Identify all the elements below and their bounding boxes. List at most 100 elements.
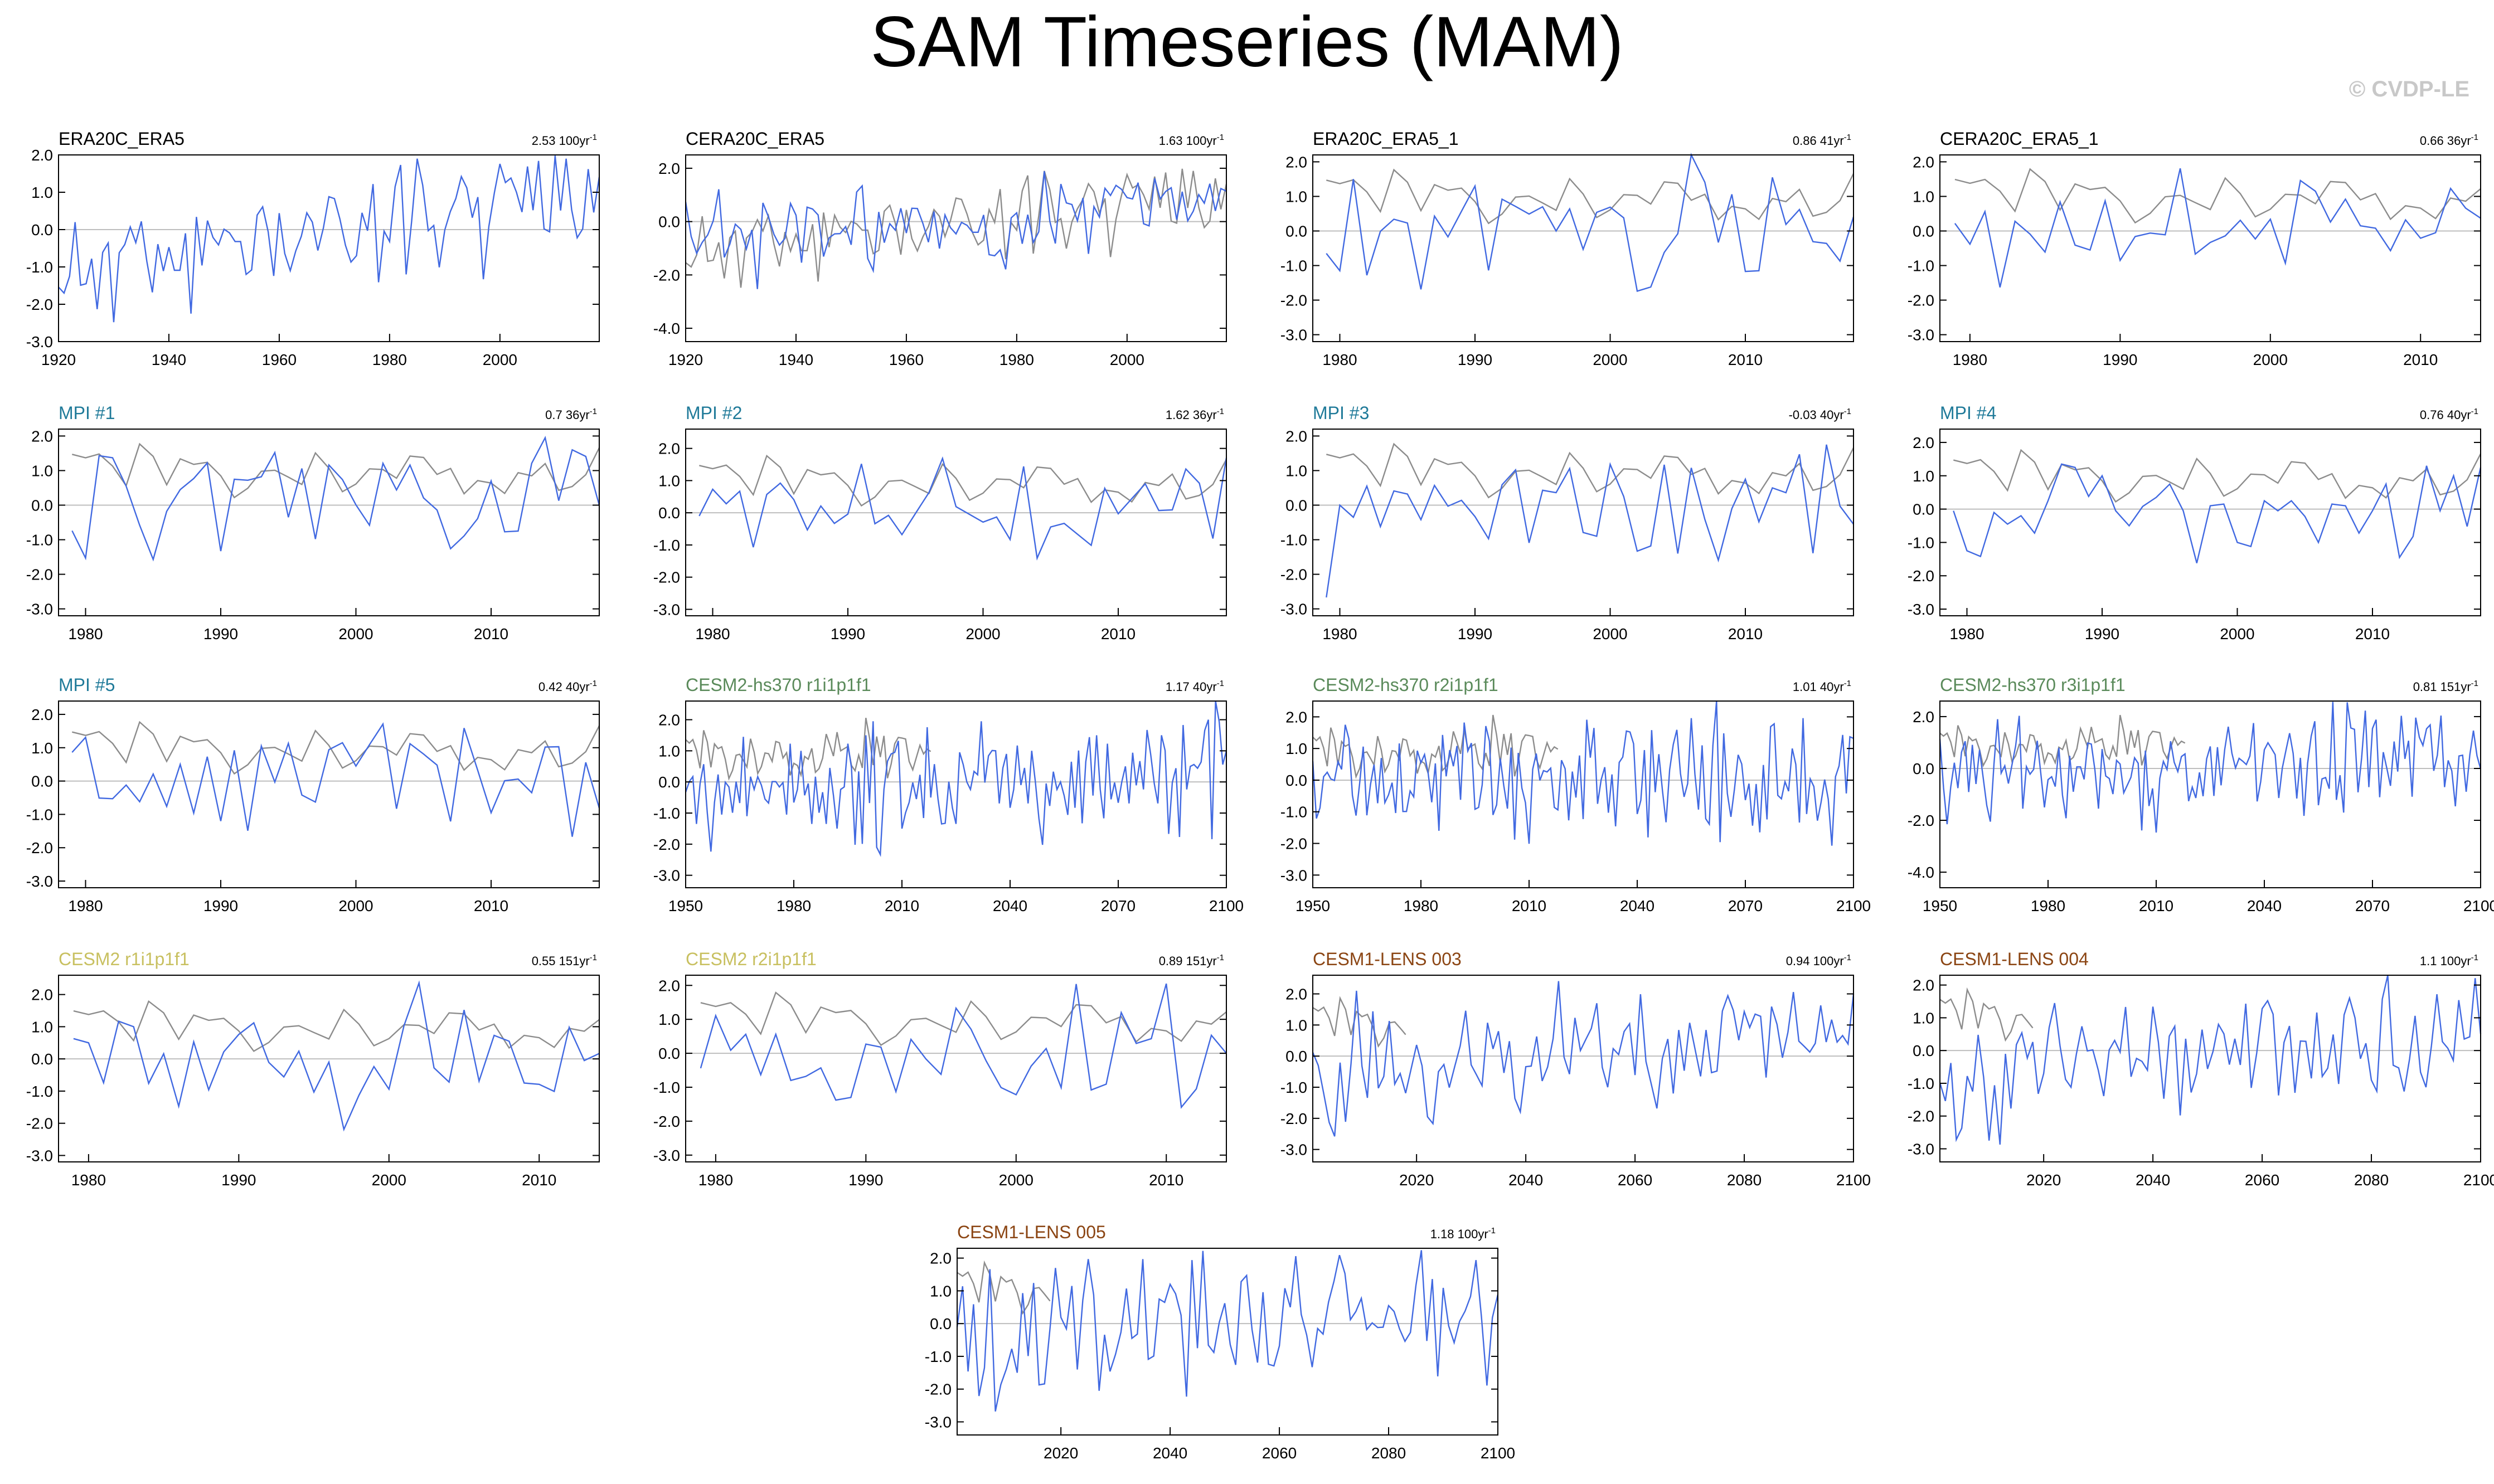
x-tick-label: 2010 — [1728, 625, 1763, 643]
x-tick-label: 1980 — [695, 625, 730, 643]
x-tick-label: 1980 — [1404, 897, 1438, 914]
model-series-line — [956, 1250, 1499, 1412]
y-tick-label: 1.0 — [1285, 740, 1307, 757]
obs-series-line — [957, 1260, 1051, 1315]
y-tick-label: 2.0 — [658, 977, 680, 994]
y-tick-label: -1.0 — [26, 1083, 53, 1100]
plot-frame — [1312, 700, 1854, 888]
x-tick-label: 1980 — [999, 351, 1034, 368]
model-series-line — [1312, 700, 1854, 846]
model-series-line — [698, 456, 1227, 561]
y-tick-label: -2.0 — [1280, 292, 1307, 309]
x-tick-label: 1990 — [2085, 625, 2119, 643]
panel-0: ERA20C_ERA5 2.53 100yr-1 -3.0 -2.0 -1.0 0.0 1.… — [26, 129, 600, 368]
watermark: © CVDP-LE — [2349, 77, 2469, 101]
x-tick-label: 1980 — [1322, 351, 1357, 368]
x-tick-label: 2000 — [338, 625, 373, 643]
x-tick-label: 2010 — [2355, 625, 2390, 643]
x-tick-label: 1980 — [68, 625, 103, 643]
panel-title: CESM2-hs370 r3i1p1f1 — [1940, 675, 2126, 695]
x-tick-label: 2000 — [965, 625, 1000, 643]
y-tick-label: -3.0 — [653, 1147, 680, 1164]
x-tick-label: 1960 — [889, 351, 924, 368]
y-tick-label: 2.0 — [31, 427, 53, 445]
y-tick-label: 1.0 — [1913, 188, 1934, 205]
plot-frame — [1939, 700, 2481, 888]
x-tick-label: 1920 — [668, 351, 703, 368]
panel-title: CESM2 r2i1p1f1 — [686, 949, 817, 969]
y-tick-label: -2.0 — [26, 839, 53, 857]
panel-title: CESM1-LENS 004 — [1940, 949, 2089, 969]
x-tick-label: 2000 — [1593, 351, 1627, 368]
x-tick-label: 1980 — [68, 897, 103, 914]
y-tick-label: 1.0 — [1913, 1009, 1934, 1026]
x-tick-label: 1920 — [41, 351, 76, 368]
x-tick-label: 2040 — [1153, 1444, 1187, 1462]
y-tick-label: 0.0 — [1285, 1048, 1307, 1065]
y-tick-label: -1.0 — [1908, 534, 1934, 551]
plot-frame — [58, 429, 600, 616]
y-tick-label: -3.0 — [1908, 1140, 1934, 1157]
x-tick-label: 1990 — [203, 897, 238, 914]
x-tick-label: 1980 — [698, 1171, 733, 1189]
y-tick-label: -2.0 — [1908, 812, 1934, 829]
x-tick-label: 1980 — [1949, 625, 1984, 643]
panel-title: CESM2 r1i1p1f1 — [59, 949, 190, 969]
panel-title: MPI #4 — [1940, 403, 1996, 423]
y-tick-label: -2.0 — [653, 569, 680, 586]
panel-6: MPI #3 -0.03 40yr-1 -3.0 -2.0 -1.0 0.0 1.0 2.0 1… — [1280, 403, 1855, 643]
y-tick-label: 0.0 — [1285, 497, 1307, 514]
x-tick-label: 2000 — [1110, 351, 1144, 368]
trend-label: -0.03 40yr-1 — [1789, 407, 1851, 422]
y-tick-label: 0.0 — [1913, 760, 1934, 777]
y-tick-label: 1.0 — [31, 739, 53, 757]
y-tick-label: -1.0 — [1908, 1075, 1934, 1092]
plot-frame — [957, 1248, 1498, 1436]
trend-label: 0.86 41yr-1 — [1793, 133, 1851, 148]
y-tick-label: 0.0 — [930, 1315, 952, 1332]
y-tick-label: -4.0 — [1908, 864, 1934, 881]
panel-title: MPI #3 — [1313, 403, 1369, 423]
x-tick-label: 2100 — [1836, 897, 1871, 914]
plot-frame — [685, 700, 1227, 888]
x-tick-label: 1950 — [1295, 897, 1330, 914]
trend-label: 0.76 40yr-1 — [2420, 407, 2478, 422]
y-tick-label: -3.0 — [1280, 601, 1307, 618]
model-series-line — [700, 983, 1227, 1109]
x-tick-label: 2060 — [2245, 1171, 2279, 1189]
y-tick-label: 2.0 — [658, 160, 680, 177]
model-series-line — [58, 155, 600, 323]
panel-13: CESM2 r2i1p1f1 0.89 151yr-1 -3.0 -2.0 -1.0 0.… — [653, 949, 1227, 1189]
plot-frame — [685, 975, 1227, 1162]
plot-frame — [1939, 975, 2481, 1162]
y-tick-label: 2.0 — [31, 986, 53, 1004]
y-tick-label: 0.0 — [31, 497, 53, 514]
y-tick-label: 2.0 — [1285, 153, 1307, 171]
y-tick-label: -2.0 — [1280, 566, 1307, 583]
panel-14: CESM1-LENS 003 0.94 100yr-1 -3.0 -2.0 -1.0 0.… — [1280, 949, 1871, 1189]
x-tick-label: 2070 — [1101, 897, 1136, 914]
x-tick-label: 2100 — [1481, 1444, 1515, 1462]
x-tick-label: 2060 — [1262, 1444, 1297, 1462]
y-tick-label: -2.0 — [26, 296, 53, 313]
x-tick-label: 2010 — [2139, 897, 2173, 914]
plot-frame — [1312, 975, 1854, 1162]
y-tick-label: -1.0 — [1280, 1079, 1307, 1096]
panel-title: MPI #1 — [59, 403, 115, 423]
plot-frame — [685, 429, 1227, 616]
y-tick-label: -2.0 — [1908, 1108, 1934, 1125]
obs-series-line — [700, 991, 1227, 1047]
y-tick-label: -1.0 — [653, 805, 680, 822]
x-tick-label: 2010 — [1728, 351, 1763, 368]
panel-5: MPI #2 1.62 36yr-1 -3.0 -2.0 -1.0 0.0 1.0 2.0 19… — [653, 403, 1227, 643]
x-tick-label: 1990 — [1458, 351, 1492, 368]
panel-9: CESM2-hs370 r1i1p1f1 1.17 40yr-1 -3.0 -2.0 -… — [653, 675, 1244, 914]
y-tick-label: 2.0 — [1285, 708, 1307, 726]
x-tick-label: 2020 — [1044, 1444, 1078, 1462]
panel-12: CESM2 r1i1p1f1 0.55 151yr-1 -3.0 -2.0 -1.0 0.… — [26, 949, 600, 1189]
x-tick-label: 2060 — [1618, 1171, 1652, 1189]
y-tick-label: 0.0 — [1913, 1042, 1934, 1059]
trend-label: 1.18 100yr-1 — [1430, 1226, 1496, 1241]
plot-frame — [58, 975, 600, 1162]
x-tick-label: 1990 — [221, 1171, 256, 1189]
